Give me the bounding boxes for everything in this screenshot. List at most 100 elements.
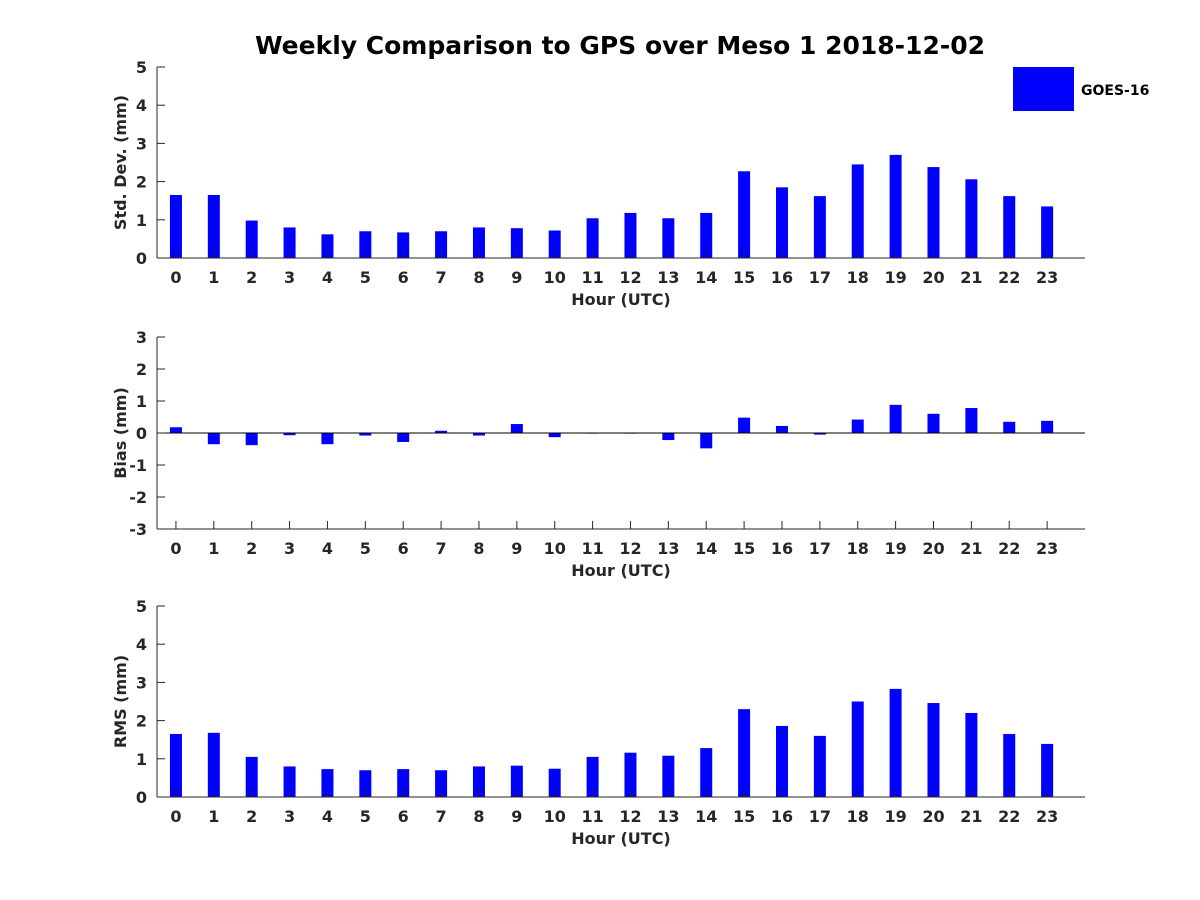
std-dev-ytick-label: 1 (136, 211, 147, 230)
bias-bar-13 (662, 433, 675, 441)
rms-xtick-label: 9 (511, 807, 522, 826)
rms-xtick-label: 23 (1036, 807, 1058, 826)
bias-bar-23 (1041, 420, 1054, 433)
legend-swatch (1013, 67, 1074, 111)
std-dev-bar-11 (586, 218, 599, 258)
rms-xtick-label: 0 (170, 807, 181, 826)
bias-xtick-label: 7 (436, 539, 447, 558)
rms-xtick-label: 19 (884, 807, 906, 826)
bias-ytick-label: 3 (136, 328, 147, 347)
rms-ytick-label: 5 (136, 597, 147, 616)
std-dev-xtick-label: 19 (884, 268, 906, 287)
rms-xtick-label: 21 (960, 807, 982, 826)
std-dev-xtick-label: 9 (511, 268, 522, 287)
rms-xtick-label: 7 (436, 807, 447, 826)
rms-bar-1 (207, 732, 220, 797)
bias-xtick-label: 12 (619, 539, 641, 558)
rms-bar-18 (851, 701, 864, 797)
std-dev-bar-17 (813, 196, 826, 258)
rms-xtick-label: 2 (246, 807, 257, 826)
rms-xtick-label: 14 (695, 807, 717, 826)
legend-label: GOES-16 (1081, 83, 1149, 99)
std-dev-bar-3 (283, 227, 296, 258)
rms-bar-8 (472, 766, 485, 797)
rms-bar-0 (169, 733, 182, 797)
bias-xtick-label: 3 (284, 539, 295, 558)
bias-xtick-label: 19 (884, 539, 906, 558)
bias-xtick-label: 8 (473, 539, 484, 558)
bias-ylabel: Bias (mm) (111, 387, 130, 479)
bias-bar-5 (359, 433, 372, 436)
std-dev-ytick-label: 0 (136, 249, 147, 268)
rms-bar-5 (359, 770, 372, 797)
bias-xtick-label: 9 (511, 539, 522, 558)
bias-bar-9 (510, 424, 523, 433)
std-dev-bar-12 (624, 212, 637, 258)
std-dev-bar-20 (927, 167, 940, 258)
std-dev-bar-19 (889, 154, 902, 258)
std-dev-bar-14 (700, 212, 713, 258)
rms-xtick-label: 5 (360, 807, 371, 826)
bias-ytick-label: 1 (136, 392, 147, 411)
std-dev-bar-8 (472, 227, 485, 258)
std-dev-xtick-label: 22 (998, 268, 1020, 287)
std-dev-xtick-label: 12 (619, 268, 641, 287)
bias-xtick-label: 11 (581, 539, 603, 558)
rms-bar-14 (700, 748, 713, 797)
std-dev-xtick-label: 20 (922, 268, 944, 287)
bias-xtick-label: 15 (733, 539, 755, 558)
std-dev-ytick-label: 4 (136, 96, 147, 115)
std-dev-bar-6 (397, 232, 410, 258)
rms-bar-15 (738, 709, 751, 797)
bias-bar-10 (548, 433, 561, 438)
rms-bar-7 (435, 770, 448, 797)
std-dev-xtick-label: 7 (436, 268, 447, 287)
std-dev-bar-7 (435, 231, 448, 258)
std-dev-xtick-label: 17 (809, 268, 831, 287)
bias-xtick-label: 23 (1036, 539, 1058, 558)
std-dev-bar-10 (548, 230, 561, 258)
rms-xtick-label: 10 (544, 807, 566, 826)
std-dev-bar-13 (662, 218, 675, 258)
rms-ylabel: RMS (mm) (111, 655, 130, 748)
bias-ytick-label: -1 (129, 456, 147, 475)
rms-bar-2 (245, 756, 258, 797)
bias-bar-17 (813, 433, 826, 435)
rms-xtick-label: 15 (733, 807, 755, 826)
std-dev-bar-15 (738, 171, 751, 258)
rms-bar-19 (889, 688, 902, 797)
std-dev-xtick-label: 23 (1036, 268, 1058, 287)
bias-bar-1 (207, 433, 220, 445)
bias-xtick-label: 14 (695, 539, 717, 558)
rms-xtick-label: 13 (657, 807, 679, 826)
rms-xtick-label: 8 (473, 807, 484, 826)
std-dev-bar-5 (359, 231, 372, 258)
std-dev-xtick-label: 11 (581, 268, 603, 287)
legend: GOES-16 (1013, 67, 1149, 111)
rms-bar-13 (662, 755, 675, 797)
std-dev-xtick-label: 8 (473, 268, 484, 287)
rms-xtick-label: 11 (581, 807, 603, 826)
bias-ytick-label: -2 (129, 488, 147, 507)
rms-ytick-label: 3 (136, 673, 147, 692)
bias-bar-14 (700, 433, 713, 449)
rms-ytick-label: 1 (136, 750, 147, 769)
rms-bar-20 (927, 703, 940, 797)
bias-xtick-label: 21 (960, 539, 982, 558)
rms-bar-12 (624, 752, 637, 797)
bias-bar-22 (1003, 421, 1016, 433)
rms-bar-22 (1003, 733, 1016, 797)
bias-ytick-label: 2 (136, 360, 147, 379)
std-dev-xtick-label: 16 (771, 268, 793, 287)
std-dev-xtick-label: 18 (847, 268, 869, 287)
bias-xtick-label: 17 (809, 539, 831, 558)
rms-xtick-label: 20 (922, 807, 944, 826)
rms-xtick-label: 4 (322, 807, 333, 826)
rms-xtick-label: 18 (847, 807, 869, 826)
std-dev-xtick-label: 10 (544, 268, 566, 287)
std-dev-ytick-label: 5 (136, 58, 147, 77)
bias-bar-7 (435, 430, 448, 433)
